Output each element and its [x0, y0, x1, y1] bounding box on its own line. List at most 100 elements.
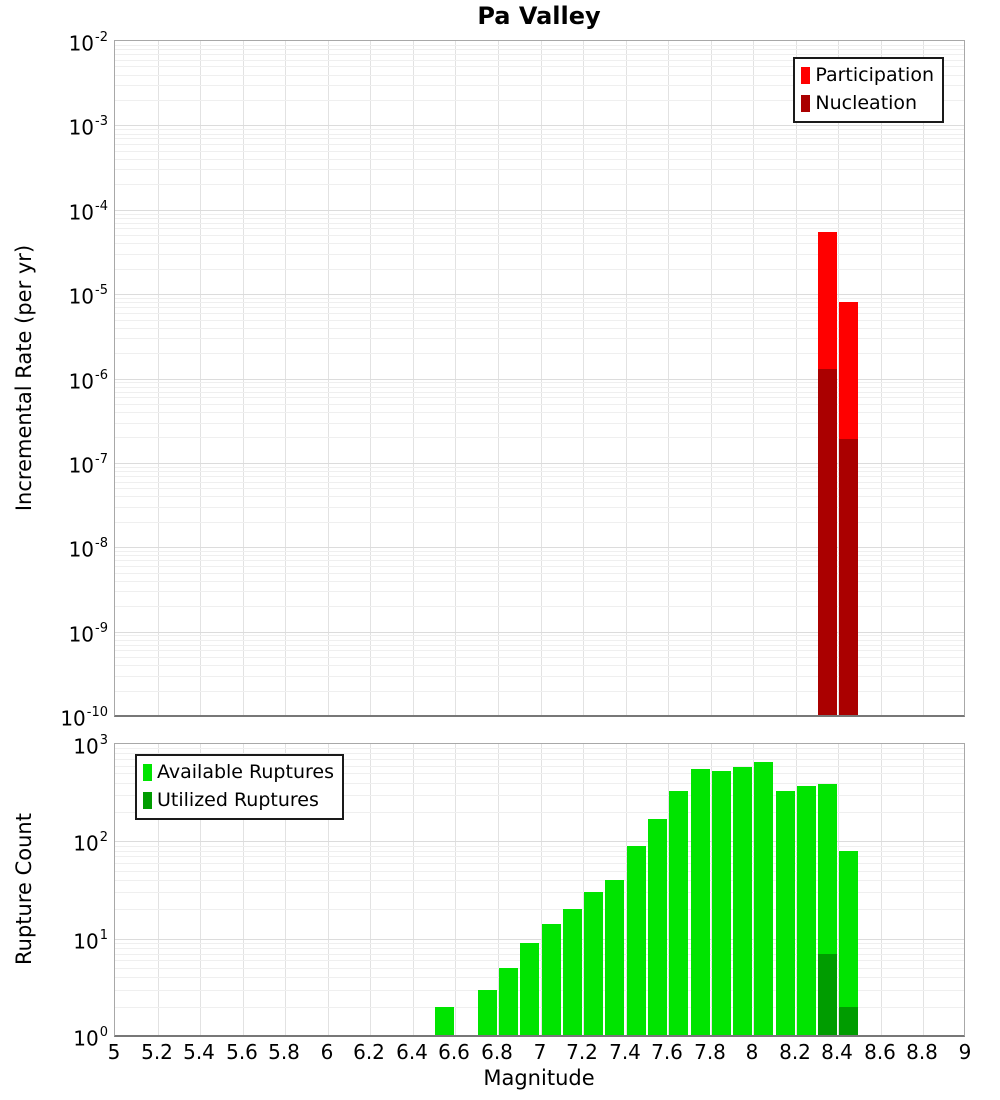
gridline-vertical [243, 744, 244, 1035]
gridline-vertical [328, 744, 329, 1035]
gridline-minor [115, 766, 964, 767]
x-tick-label: 7.6 [651, 1040, 683, 1064]
legend-label-nucleation: Nucleation [815, 92, 918, 114]
legend-label-available-ruptures: Available Ruptures [157, 761, 334, 783]
gridline-minor [115, 302, 964, 303]
gridline-minor [115, 606, 964, 607]
gridline-vertical [923, 744, 924, 1035]
gridline-minor [115, 320, 964, 321]
gridline-minor [115, 909, 964, 910]
available-ruptures-bar [648, 819, 667, 1035]
gridline-minor [115, 138, 964, 139]
x-tick-label: 8 [745, 1040, 759, 1064]
gridline-minor [115, 382, 964, 383]
gridline-minor [115, 759, 964, 760]
gridline-minor [115, 691, 964, 692]
gridline-vertical [796, 41, 797, 715]
available-ruptures-bar [435, 1007, 454, 1035]
gridline-minor [115, 45, 964, 46]
gridline-major [115, 125, 964, 126]
gridline-minor [115, 471, 964, 472]
gridline-major [115, 841, 964, 842]
available-ruptures-bar [584, 892, 603, 1035]
gridline-minor [115, 990, 964, 991]
gridline-minor [115, 1007, 964, 1008]
gridline-minor [115, 488, 964, 489]
gridline-minor [115, 269, 964, 270]
gridline-minor [115, 851, 964, 852]
nucleation-swatch-icon [801, 94, 811, 112]
utilized-ruptures-swatch-icon [143, 791, 152, 809]
gridline-vertical [626, 744, 627, 1035]
gridline-minor [115, 134, 964, 135]
gridline-minor [115, 640, 964, 641]
gridline-minor [115, 307, 964, 308]
gridline-major [115, 547, 964, 548]
available-ruptures-bar [605, 880, 624, 1035]
gridline-vertical [200, 744, 201, 1035]
gridline-minor [115, 968, 964, 969]
available-ruptures-bar [776, 791, 795, 1035]
gridline-minor [115, 75, 964, 76]
x-tick-label: 6 [320, 1040, 334, 1064]
gridline-minor [115, 218, 964, 219]
y-tick-label: 10-4 [68, 199, 108, 225]
gridline-vertical [753, 744, 754, 1035]
gridline-minor [115, 635, 964, 636]
y-tick-label: 10-8 [68, 536, 108, 562]
gridline-minor [115, 676, 964, 677]
y-tick-label: 10-6 [68, 368, 108, 394]
x-tick-label: 8.8 [906, 1040, 938, 1064]
x-tick-label: 5.2 [141, 1040, 173, 1064]
gridline-vertical [583, 744, 584, 1035]
gridline-minor [115, 184, 964, 185]
gridline-vertical [370, 744, 371, 1035]
gridline-minor [115, 228, 964, 229]
gridline-minor [115, 795, 964, 796]
gridline-minor [115, 328, 964, 329]
gridline-minor [115, 60, 964, 61]
gridline-minor [115, 214, 964, 215]
incremental-rate-plot: Participation Nucleation [114, 40, 965, 717]
gridline-minor [115, 437, 964, 438]
available-ruptures-bar [669, 791, 688, 1035]
nucleation-bar [839, 439, 858, 715]
y-tick-label: 100 [73, 1025, 108, 1051]
rupture-count-plot: Available Ruptures Utilized Ruptures [114, 743, 965, 1037]
gridline-minor [115, 338, 964, 339]
available-ruptures-bar [797, 786, 816, 1035]
legend-label-participation: Participation [815, 64, 934, 86]
y-tick-label: 10-3 [68, 114, 108, 140]
available-ruptures-bar [712, 771, 731, 1035]
gridline-vertical [158, 41, 159, 715]
gridline-minor [115, 863, 964, 864]
gridline-vertical [796, 744, 797, 1035]
gridline-minor [115, 254, 964, 255]
y-tick-label: 10-5 [68, 283, 108, 309]
participation-swatch-icon [801, 66, 811, 84]
x-tick-label: 8.2 [779, 1040, 811, 1064]
gridline-minor [115, 871, 964, 872]
x-tick-label: 5.4 [183, 1040, 215, 1064]
available-ruptures-bar [478, 990, 497, 1035]
gridline-minor [115, 560, 964, 561]
gridline-minor [115, 423, 964, 424]
gridline-minor [115, 753, 964, 754]
gridline-minor [115, 880, 964, 881]
x-tick-label: 6.2 [353, 1040, 385, 1064]
gridline-minor [115, 783, 964, 784]
gridline-vertical [328, 41, 329, 715]
gridline-minor [115, 977, 964, 978]
gridline-vertical [753, 41, 754, 715]
y-tick-label: 10-7 [68, 452, 108, 478]
gridline-vertical [498, 41, 499, 715]
gridline-major [115, 294, 964, 295]
gridline-vertical [413, 744, 414, 1035]
gridline-minor [115, 482, 964, 483]
gridline-vertical [455, 744, 456, 1035]
gridline-minor [115, 476, 964, 477]
gridline-vertical [668, 744, 669, 1035]
gridline-minor [115, 948, 964, 949]
gridline-vertical [413, 41, 414, 715]
gridline-minor [115, 856, 964, 857]
